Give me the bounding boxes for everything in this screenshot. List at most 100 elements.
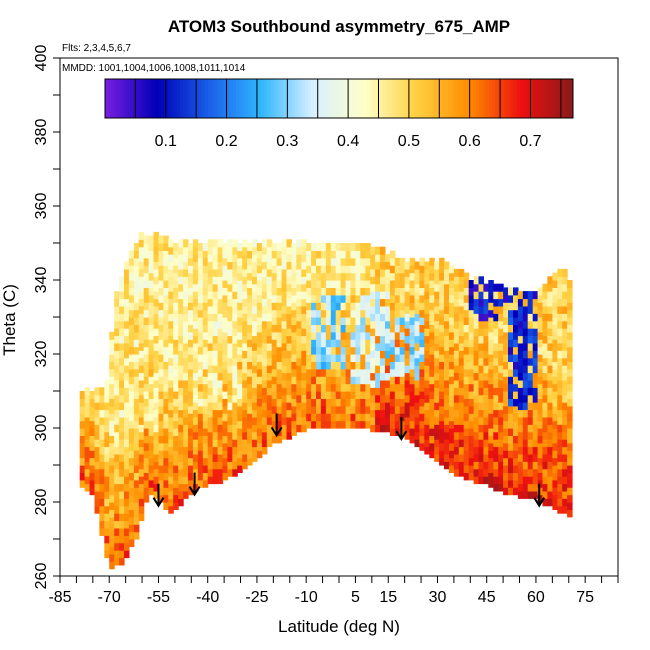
heat-cell <box>468 435 475 444</box>
heat-cell <box>153 342 159 351</box>
heat-cell <box>143 383 150 392</box>
heat-cell <box>306 280 312 288</box>
colorbar-swatch <box>154 79 159 118</box>
colorbar-swatch <box>186 79 190 118</box>
heat-cell <box>340 361 347 370</box>
heat-cell <box>158 265 164 274</box>
heat-cell <box>355 354 361 362</box>
heat-cell <box>345 354 352 362</box>
heat-cell <box>133 331 140 340</box>
heat-cell <box>537 391 544 399</box>
heat-cell <box>360 398 366 407</box>
heat-cell <box>385 335 391 344</box>
heat-cell <box>276 339 283 348</box>
colorbar-swatch <box>295 79 299 118</box>
heat-cell <box>547 305 553 314</box>
heat-cell <box>439 339 445 348</box>
heat-cell <box>434 439 440 448</box>
heat-cell <box>291 361 297 370</box>
heat-cell <box>192 305 199 314</box>
heat-cell <box>424 313 430 322</box>
heat-cell <box>227 468 233 477</box>
heat-cell <box>301 276 307 285</box>
heat-cell <box>217 298 224 307</box>
heat-cell <box>537 346 544 355</box>
heat-cell <box>508 442 514 451</box>
heat-cell <box>301 291 307 300</box>
heat-cell <box>404 261 411 270</box>
heat-cell <box>222 257 228 266</box>
heat-cell <box>109 413 115 422</box>
heat-cell <box>567 405 573 414</box>
heat-cell <box>503 339 509 348</box>
heat-cell <box>119 476 125 485</box>
heat-cell <box>237 354 243 362</box>
heat-cell <box>232 468 238 477</box>
heat-cell <box>114 320 120 329</box>
heat-cell <box>173 420 179 429</box>
heat-cell <box>271 346 278 355</box>
heat-cell <box>370 372 376 381</box>
heat-cell <box>207 313 214 322</box>
heat-cell <box>508 391 514 399</box>
heat-cell <box>104 409 110 418</box>
heat-cell <box>458 439 465 448</box>
heat-cell <box>173 354 179 362</box>
heat-cell <box>522 468 529 477</box>
heat-cell <box>508 302 514 311</box>
heat-cell <box>557 490 563 499</box>
x-tick-label: -25 <box>245 589 268 606</box>
heat-cell <box>291 346 297 355</box>
heat-cell <box>458 342 465 351</box>
heat-cell <box>148 472 155 481</box>
heat-cell <box>237 309 243 318</box>
heat-cell <box>414 372 420 381</box>
heat-cell <box>124 335 130 344</box>
heat-cell <box>473 335 480 344</box>
heat-cell <box>370 283 376 292</box>
heat-cell <box>508 376 514 385</box>
heat-cell <box>84 446 91 455</box>
heat-cell <box>212 372 219 381</box>
heat-cell <box>473 453 480 462</box>
heat-cell <box>493 483 499 492</box>
heat-cell <box>478 298 484 307</box>
heat-cell <box>522 394 529 403</box>
dates-subtitle: MMDD: 1001,1004,1006,1008,1011,1014 <box>62 63 246 74</box>
heat-cell <box>508 309 514 318</box>
heat-cell <box>552 361 558 370</box>
heat-cell <box>173 472 179 481</box>
heat-cell <box>192 254 199 263</box>
heat-cell <box>158 324 164 333</box>
heat-cell <box>133 368 140 377</box>
heat-cell <box>552 294 558 303</box>
heat-cell <box>178 365 184 374</box>
heat-cell <box>385 416 391 425</box>
heat-cell <box>567 472 573 481</box>
heat-cell <box>114 402 120 411</box>
heat-cell <box>394 405 401 414</box>
heat-cell <box>109 420 115 429</box>
heat-cell <box>124 424 130 433</box>
heat-cell <box>503 465 509 473</box>
heat-cell <box>222 457 228 466</box>
heat-cell <box>133 398 140 407</box>
heat-cell <box>158 494 164 503</box>
heat-cell <box>271 420 278 429</box>
heat-cell <box>552 383 558 392</box>
heat-cell <box>532 409 539 418</box>
heat-cell <box>296 335 302 344</box>
heat-cell <box>143 487 150 496</box>
heat-cell <box>192 483 199 492</box>
heat-cell <box>463 354 470 362</box>
heat-cell <box>503 413 509 422</box>
heat-cell <box>527 394 534 403</box>
heat-cell <box>148 302 155 311</box>
heat-cell <box>498 439 504 448</box>
heat-cell <box>183 261 189 270</box>
heat-cell <box>562 387 568 396</box>
heat-cell <box>296 291 302 300</box>
heat-cell <box>183 424 189 433</box>
heat-cell <box>222 413 228 422</box>
heat-cell <box>227 453 233 462</box>
